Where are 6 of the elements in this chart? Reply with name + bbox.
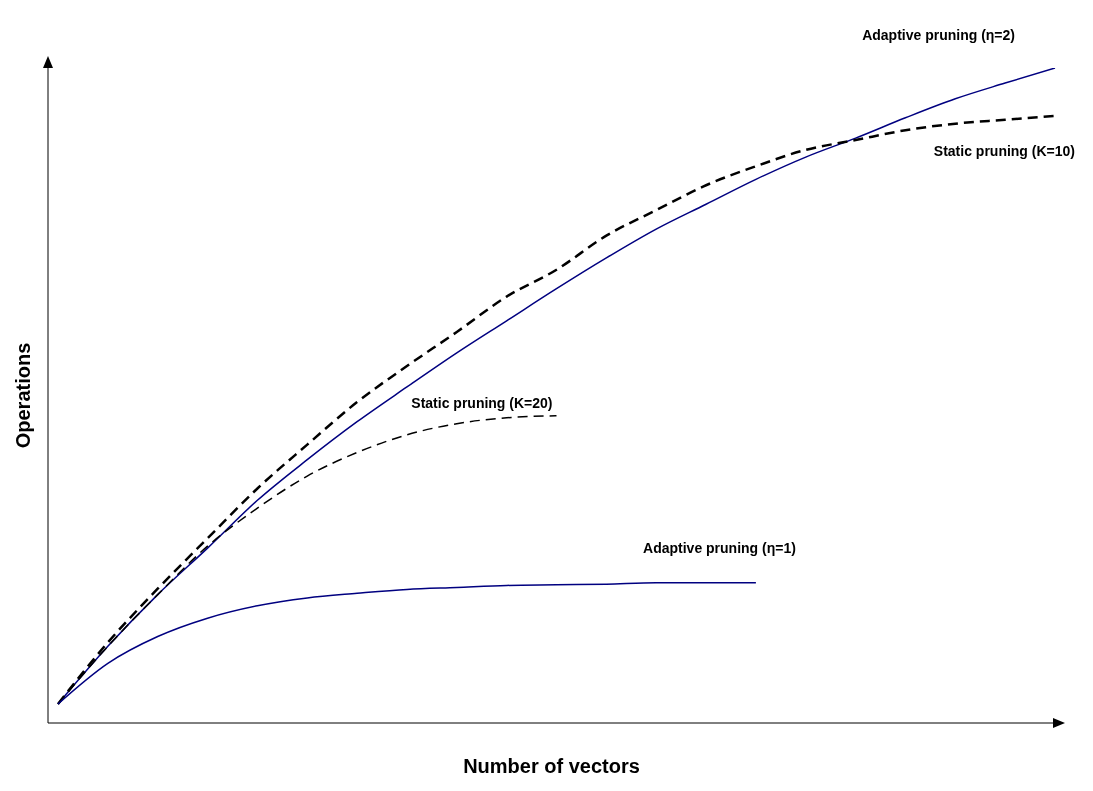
y-axis-title: Operations xyxy=(12,342,35,449)
x-axis-title: Number of vectors xyxy=(463,755,640,777)
series-label: Static pruning (K=10) xyxy=(933,142,1075,159)
series-label: Static pruning (K=20) xyxy=(411,394,553,411)
series-label: Adaptive pruning (η=1) xyxy=(643,539,796,556)
text: Adaptive pruning (η=2) xyxy=(862,27,1015,43)
